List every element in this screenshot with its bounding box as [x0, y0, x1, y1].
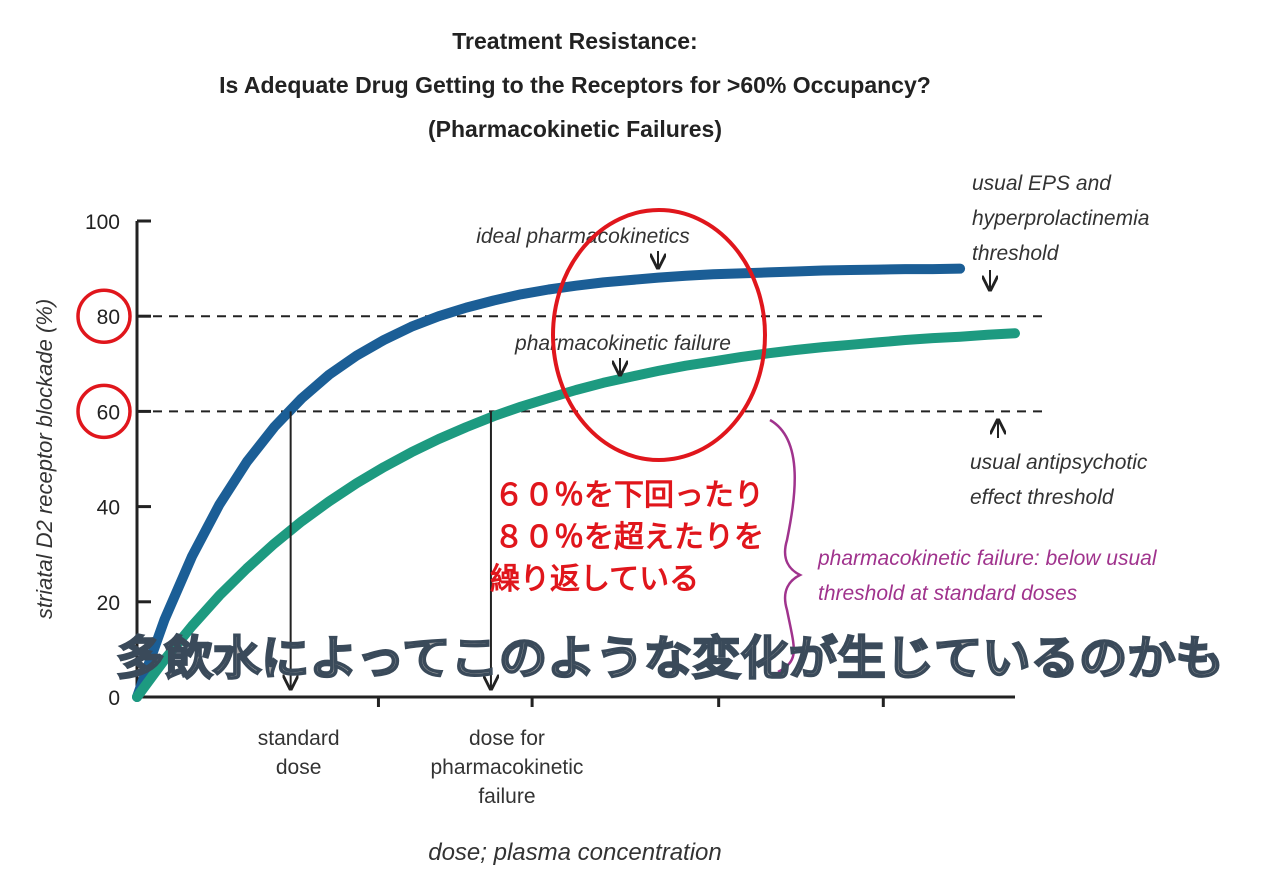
standard-dose-label-line-1: standard [258, 727, 340, 750]
red-circle-tick-80 [76, 288, 132, 344]
series-line-2 [132, 328, 1020, 702]
y-tick-label-20: 20 [97, 592, 120, 615]
dose-for-pk-failure-label-line-1: dose for [469, 727, 545, 750]
y-tick-label-0: 0 [108, 687, 120, 710]
y-tick-label-80: 80 [97, 306, 120, 329]
eps-threshold-label-line-3: threshold [972, 242, 1060, 265]
y-tick-label-40: 40 [97, 497, 120, 520]
antipsychotic-threshold-label-line-2: effect threshold [970, 486, 1115, 509]
y-tick-label-60: 60 [97, 401, 120, 424]
red-highlight-ellipse [551, 208, 767, 462]
y-axis-label: striatal D2 receptor blockade (%) [32, 299, 57, 619]
series-line-1 [132, 263, 966, 702]
red-circle-tick-60 [76, 383, 132, 440]
eps-threshold-label-line-1: usual EPS and [972, 172, 1112, 195]
jp-banner-text: 多飲水によってこのような変化が生じているのかも [116, 632, 1224, 684]
pk-failure-note-line-2: threshold at standard doses [818, 582, 1078, 605]
standard-dose-label-line-2: dose [276, 756, 322, 779]
chart-title-line-3: (Pharmacokinetic Failures) [428, 116, 722, 142]
dose-for-pk-failure-label-line-2: pharmacokinetic [430, 756, 583, 779]
dose-for-pk-failure-label-line-3: failure [478, 785, 535, 808]
jp-red-note-line-1: ６０％を下回ったり [494, 479, 764, 512]
jp-red-note-line-3: 繰り返している [490, 562, 699, 596]
chart-title-line-2: Is Adequate Drug Getting to the Receptor… [219, 72, 931, 98]
x-axis-label: dose; plasma concentration [428, 839, 722, 866]
pk-failure-note-line-1: pharmacokinetic failure: below usual [817, 547, 1158, 570]
series-label-ideal: ideal pharmacokinetics [476, 225, 690, 248]
antipsychotic-threshold-label-line-1: usual antipsychotic [970, 451, 1148, 474]
chart-title-line-1: Treatment Resistance: [452, 28, 698, 54]
purple-brace [769, 418, 803, 674]
y-tick-label-100: 100 [85, 211, 120, 234]
series-label-pk-failure: pharmacokinetic failure [514, 332, 731, 355]
eps-threshold-label-line-2: hyperprolactinemia [972, 207, 1149, 230]
jp-red-note-line-2: ８０％を超えたりを [494, 521, 764, 554]
